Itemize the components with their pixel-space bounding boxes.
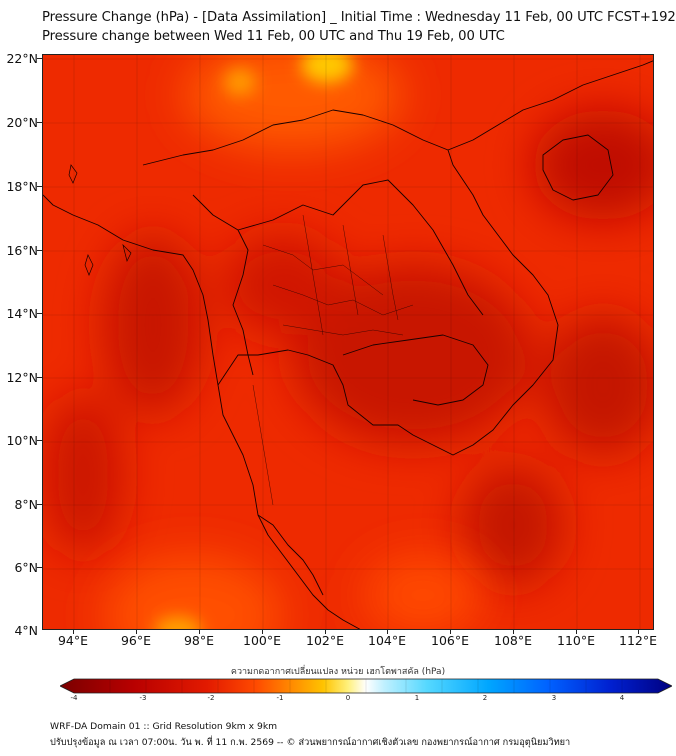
andaman-islands	[68, 164, 132, 276]
mainland-coastline	[43, 194, 361, 629]
lat-tick	[37, 186, 42, 187]
lon-label-104: 104°E	[367, 633, 407, 648]
lat-label-10: 10°N	[6, 433, 38, 448]
lon-label-100: 100°E	[242, 633, 282, 648]
lon-label-112: 112°E	[618, 633, 658, 648]
colorbar-tick: -4	[70, 694, 78, 702]
lat-tick	[37, 250, 42, 251]
lon-label-108: 108°E	[493, 633, 533, 648]
lat-tick	[37, 377, 42, 378]
border-china	[142, 109, 449, 166]
lat-label-8: 8°N	[14, 497, 38, 512]
chart-subtitle: Pressure change between Wed 11 Feb, 00 U…	[42, 29, 505, 44]
colorbar-tick: -3	[139, 694, 147, 702]
hainan-island	[542, 134, 614, 201]
colorbar-tick: -2	[207, 694, 215, 702]
lon-tick	[638, 630, 639, 634]
colorbar	[60, 678, 672, 694]
warm-spots	[154, 55, 353, 629]
lon-tick	[262, 630, 263, 634]
lon-tick	[136, 630, 137, 634]
lat-label-22: 22°N	[6, 51, 38, 66]
lat-label-20: 20°N	[6, 115, 38, 130]
colorbar-divisions	[109, 679, 623, 693]
lon-tick	[73, 630, 74, 634]
lon-label-106: 106°E	[430, 633, 470, 648]
colorbar-tick: 3	[551, 694, 557, 702]
border-laos	[237, 179, 484, 316]
lon-tick	[450, 630, 451, 634]
lat-tick	[37, 58, 42, 59]
lon-tick	[199, 630, 200, 634]
lat-tick	[37, 122, 42, 123]
lon-label-96: 96°E	[120, 633, 152, 648]
lat-label-4: 4°N	[14, 623, 38, 638]
lon-label-98: 98°E	[183, 633, 215, 648]
lat-tick	[37, 440, 42, 441]
dark-anomaly-regions	[43, 110, 653, 585]
malay-peninsula	[257, 514, 324, 596]
lat-label-18: 18°N	[6, 179, 38, 194]
graticule	[43, 55, 653, 629]
lon-tick	[513, 630, 514, 634]
border-myanmar-thailand	[192, 194, 254, 376]
border-cambodia	[342, 334, 489, 406]
lat-tick	[37, 313, 42, 314]
gulf-of-thailand-coast	[217, 60, 653, 456]
lon-label-110: 110°E	[556, 633, 596, 648]
pressure-change-map	[42, 54, 654, 630]
colorbar-tick: 2	[482, 694, 488, 702]
lon-label-102: 102°E	[305, 633, 345, 648]
lat-label-12: 12°N	[6, 370, 38, 385]
chart-title: Pressure Change (hPa) - [Data Assimilati…	[42, 10, 676, 25]
colorbar-tick: -1	[276, 694, 284, 702]
colorbar-tick: 4	[619, 694, 625, 702]
map-canvas	[43, 55, 653, 629]
lat-label-16: 16°N	[6, 243, 38, 258]
footer-credit: ปรับปรุงข้อมูล ณ เวลา 07:00น. วัน พ. ที่…	[50, 737, 571, 748]
lon-label-94: 94°E	[57, 633, 89, 648]
province-boundaries	[252, 214, 414, 506]
lon-tick	[325, 630, 326, 634]
lon-tick	[576, 630, 577, 634]
lon-tick	[387, 630, 388, 634]
lat-tick	[37, 504, 42, 505]
lat-tick	[37, 567, 42, 568]
coastlines-and-borders	[43, 60, 653, 629]
lat-label-14: 14°N	[6, 306, 38, 321]
colorbar-title: ความกดอากาศเปลี่ยนแปลง หน่วย เฮกโตพาสคัล…	[230, 667, 446, 677]
colorbar-tick: 1	[414, 694, 420, 702]
colorbar-tick: 0	[345, 694, 351, 702]
lat-label-6: 6°N	[14, 560, 38, 575]
footer-model-info: WRF-DA Domain 01 :: Grid Resolution 9km …	[50, 721, 278, 732]
